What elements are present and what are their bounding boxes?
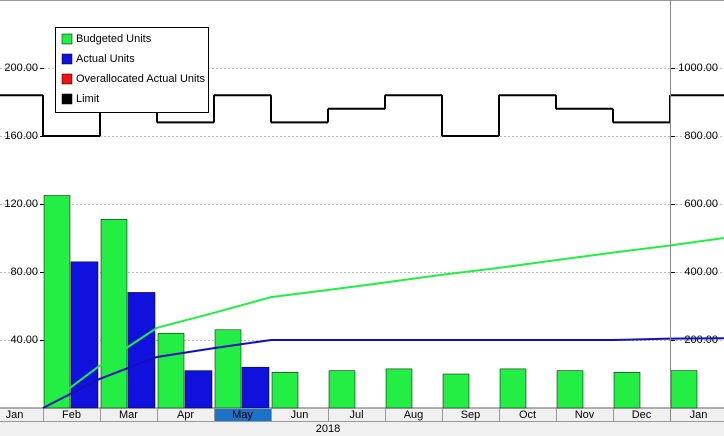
x-tick-label: Oct: [519, 409, 536, 421]
cumulative-line: [42, 237, 724, 409]
bar: [442, 373, 470, 409]
y-tick-label: 200.00: [4, 62, 38, 74]
bar: [43, 195, 71, 409]
legend-swatch: [61, 33, 73, 45]
y2-tick-label: 1000.00: [678, 62, 718, 74]
bar: [613, 372, 641, 409]
legend-label: Overallocated Actual Units: [76, 73, 206, 85]
bar: [127, 292, 156, 409]
y-tick-label: 160.00: [4, 130, 38, 142]
bar: [499, 368, 527, 409]
y-tick-label: 80.00: [10, 266, 38, 278]
x-tick-label: Jul: [349, 409, 363, 421]
bar: [157, 332, 185, 409]
bar: [670, 370, 698, 409]
legend-swatch: [61, 73, 73, 85]
x-tick-label: Mar: [119, 409, 138, 421]
selected-period: [215, 409, 271, 421]
y-tick-label: 120.00: [4, 198, 38, 210]
bar: [556, 370, 584, 409]
x-tick-label: Feb: [62, 409, 81, 421]
bar: [271, 372, 299, 409]
y2-tick-label: 600.00: [684, 198, 718, 210]
x-tick-label: Jan: [690, 409, 708, 421]
x-tick-label: Dec: [632, 409, 652, 421]
legend-label: Limit: [76, 93, 99, 105]
year-label: 2018: [316, 423, 340, 435]
legend: Budgeted Units Actual Units Overallocated …: [55, 27, 209, 113]
x-tick-label: Apr: [177, 409, 194, 421]
x-tick-label: Sep: [461, 409, 481, 421]
legend-label: Budgeted Units: [76, 33, 152, 45]
x-tick-label: Aug: [404, 409, 424, 421]
bar: [328, 370, 356, 409]
bar: [100, 219, 128, 409]
legend-swatch: [61, 93, 73, 105]
cumulative-line: [42, 337, 724, 409]
bar: [385, 368, 413, 409]
legend-box: [55, 27, 209, 113]
bar: [214, 329, 242, 409]
bar: [241, 366, 270, 409]
legend-swatch: [61, 53, 73, 65]
x-tick-label: Jan: [6, 409, 24, 421]
x-tick-label: Jun: [291, 409, 309, 421]
legend-label: Actual Units: [76, 53, 135, 65]
y-tick-label: 40.00: [10, 334, 38, 346]
y2-tick-label: 400.00: [684, 266, 718, 278]
x-tick-label: May: [232, 409, 253, 421]
y2-tick-label: 200.00: [684, 334, 718, 346]
x-tick-label: Nov: [575, 409, 595, 421]
y2-tick-label: 800.00: [684, 130, 718, 142]
bar: [184, 370, 213, 409]
